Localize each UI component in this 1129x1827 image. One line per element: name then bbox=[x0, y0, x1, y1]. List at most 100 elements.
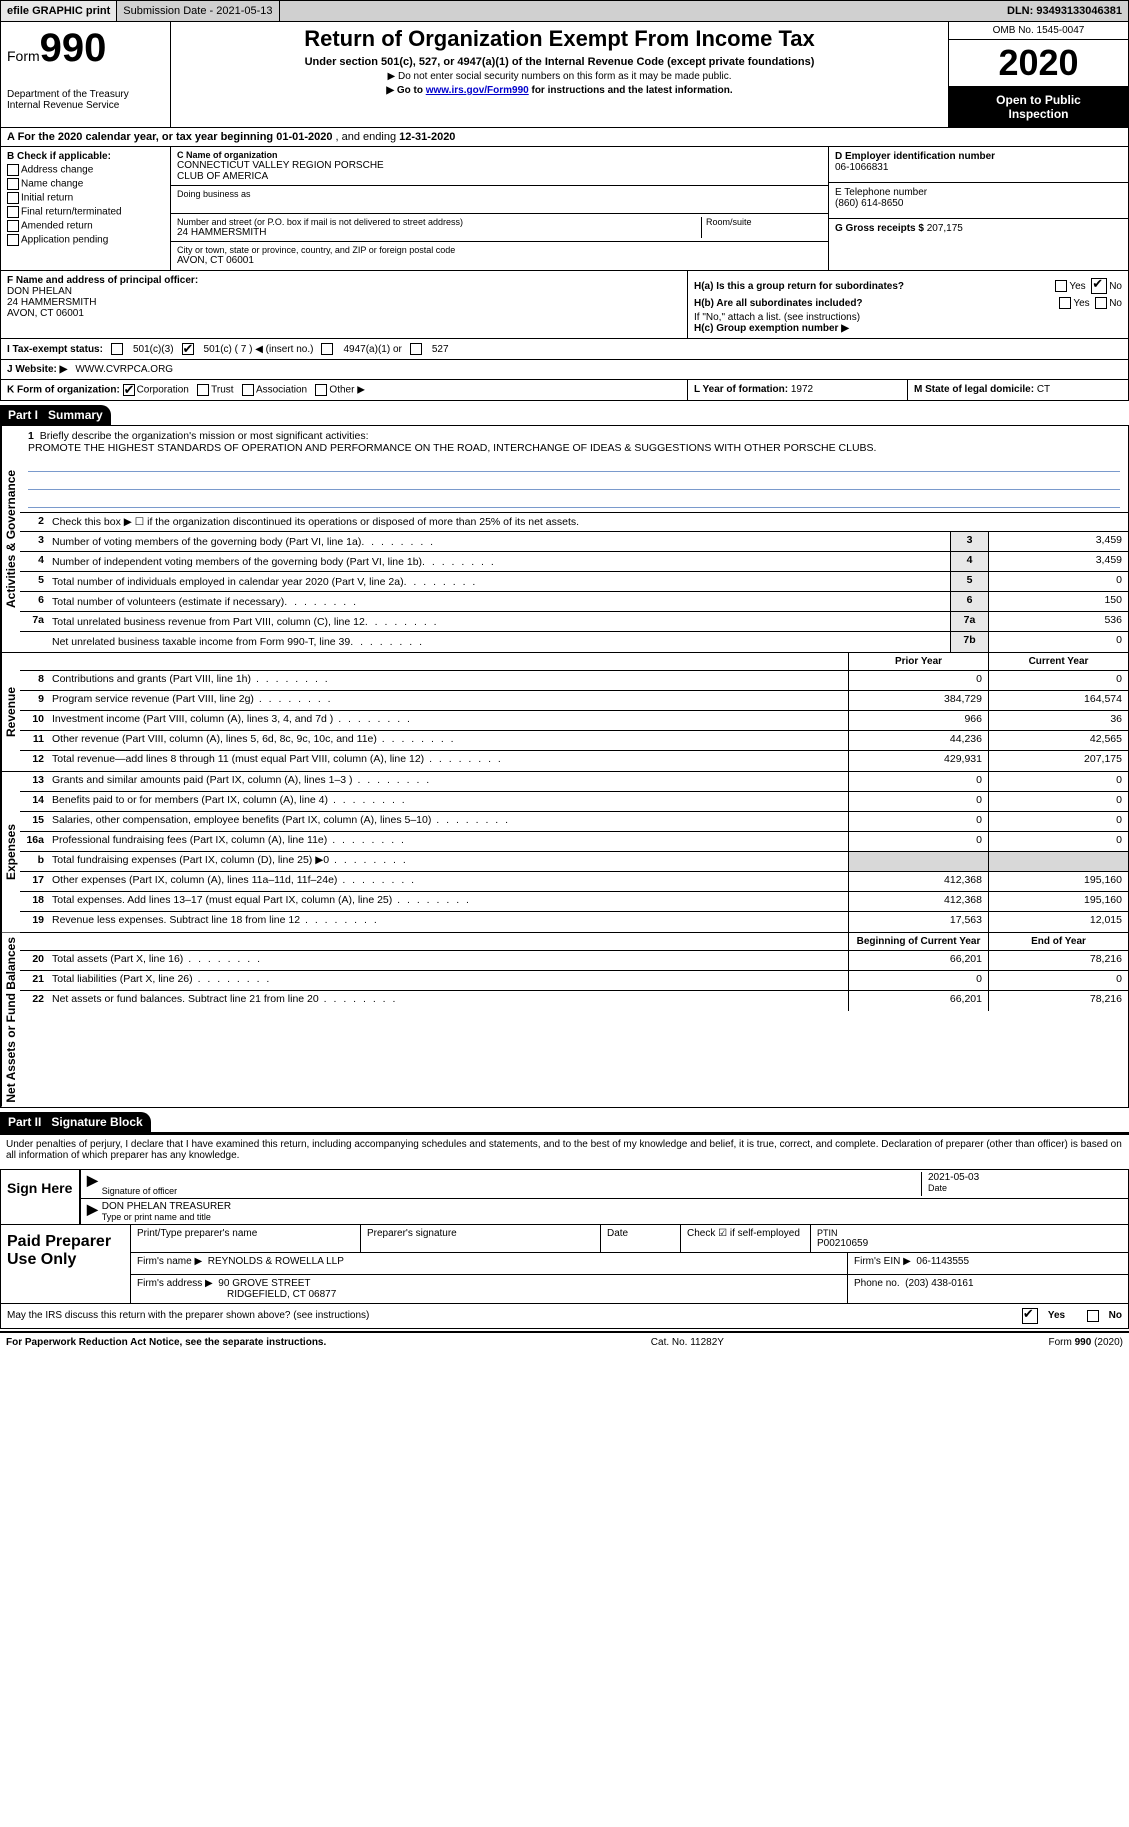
submission-date: Submission Date - 2021-05-13 bbox=[117, 1, 279, 21]
check-527[interactable] bbox=[410, 343, 422, 355]
type-name-label: Type or print name and title bbox=[102, 1212, 1122, 1222]
table-row: 11 Other revenue (Part VIII, column (A),… bbox=[20, 731, 1128, 751]
sign-here-block: Sign Here ▶ Signature of officer 2021-05… bbox=[0, 1169, 1129, 1225]
check-name-change[interactable]: Name change bbox=[7, 178, 164, 190]
check-other[interactable] bbox=[315, 384, 327, 396]
hc-label: H(c) Group exemption number ▶ bbox=[694, 323, 1122, 334]
check-501c[interactable] bbox=[182, 343, 194, 355]
check-501c3[interactable] bbox=[111, 343, 123, 355]
discuss-yes-check[interactable] bbox=[1022, 1308, 1038, 1324]
col-prior-year: Prior Year bbox=[848, 653, 988, 670]
hb-yes-check[interactable] bbox=[1059, 297, 1071, 309]
check-trust[interactable] bbox=[197, 384, 209, 396]
table-row: 13 Grants and similar amounts paid (Part… bbox=[20, 772, 1128, 792]
table-row: b Total fundraising expenses (Part IX, c… bbox=[20, 852, 1128, 872]
firm-ein-label: Firm's EIN ▶ bbox=[854, 1256, 911, 1267]
check-4947[interactable] bbox=[321, 343, 333, 355]
check-association[interactable] bbox=[242, 384, 254, 396]
box-g-label: G Gross receipts $ bbox=[835, 223, 924, 234]
omb-number: OMB No. 1545-0047 bbox=[949, 22, 1128, 40]
officer-street: 24 HAMMERSMITH bbox=[7, 297, 681, 308]
open-to-public: Open to PublicInspection bbox=[949, 87, 1128, 127]
phone-label: Phone no. bbox=[854, 1278, 900, 1289]
table-row: 21 Total liabilities (Part X, line 26) 0… bbox=[20, 971, 1128, 991]
check-initial-return[interactable]: Initial return bbox=[7, 192, 164, 204]
org-name-1: CONNECTICUT VALLEY REGION PORSCHE bbox=[177, 160, 822, 171]
table-row: 19 Revenue less expenses. Subtract line … bbox=[20, 912, 1128, 932]
hb-label: H(b) Are all subordinates included? bbox=[694, 298, 1059, 309]
table-row: 22 Net assets or fund balances. Subtract… bbox=[20, 991, 1128, 1011]
part-ii-header: Part II Signature Block bbox=[0, 1112, 151, 1132]
footer-right: Form 990 (2020) bbox=[1049, 1337, 1124, 1348]
table-row: 12 Total revenue—add lines 8 through 11 … bbox=[20, 751, 1128, 771]
net-assets-section: Net Assets or Fund Balances Beginning of… bbox=[0, 933, 1129, 1108]
table-row: 8 Contributions and grants (Part VIII, l… bbox=[20, 671, 1128, 691]
room-label: Room/suite bbox=[706, 217, 822, 227]
note-ssn: ▶ Do not enter social security numbers o… bbox=[179, 71, 940, 82]
ha-no-check[interactable] bbox=[1091, 278, 1107, 294]
table-row: 4 Number of independent voting members o… bbox=[20, 552, 1128, 572]
top-bar: efile GRAPHIC print Submission Date - 20… bbox=[0, 0, 1129, 22]
side-label-expenses: Expenses bbox=[1, 772, 20, 932]
sign-here-label: Sign Here bbox=[1, 1170, 81, 1224]
side-label-revenue: Revenue bbox=[1, 653, 20, 771]
sig-officer-label: Signature of officer bbox=[102, 1186, 921, 1196]
form-subtitle: Under section 501(c), 527, or 4947(a)(1)… bbox=[179, 56, 940, 68]
box-j-label: J Website: ▶ bbox=[7, 364, 67, 375]
table-row: 7a Total unrelated business revenue from… bbox=[20, 612, 1128, 632]
note-goto: ▶ Go to www.irs.gov/Form990 for instruct… bbox=[179, 85, 940, 96]
arrow-icon: ▶ bbox=[87, 1172, 98, 1196]
period-row: A For the 2020 calendar year, or tax yea… bbox=[0, 128, 1129, 147]
table-row: 3 Number of voting members of the govern… bbox=[20, 532, 1128, 552]
side-label-governance: Activities & Governance bbox=[1, 426, 20, 652]
discuss-no-check[interactable] bbox=[1087, 1310, 1099, 1322]
ha-yes-check[interactable] bbox=[1055, 280, 1067, 292]
form-number: Form990 bbox=[7, 26, 164, 71]
prep-h3: Date bbox=[601, 1225, 681, 1252]
hb-note: If "No," attach a list. (see instruction… bbox=[694, 312, 1122, 323]
table-row: 20 Total assets (Part X, line 16) 66,201… bbox=[20, 951, 1128, 971]
city-state-zip: AVON, CT 06001 bbox=[177, 255, 822, 266]
year-formation: 1972 bbox=[791, 384, 813, 395]
col-begin-year: Beginning of Current Year bbox=[848, 933, 988, 950]
table-row: 14 Benefits paid to or for members (Part… bbox=[20, 792, 1128, 812]
prep-self-employed: Check ☑ if self-employed bbox=[681, 1225, 811, 1252]
box-b-header: B Check if applicable: bbox=[7, 151, 164, 162]
sig-date-label: Date bbox=[928, 1183, 1122, 1193]
ein-value: 06-1066831 bbox=[835, 162, 1122, 173]
form-title: Return of Organization Exempt From Incom… bbox=[179, 26, 940, 52]
mission-prompt: Briefly describe the organization's miss… bbox=[40, 430, 369, 442]
page-footer: For Paperwork Reduction Act Notice, see … bbox=[0, 1331, 1129, 1352]
ptin-value: P00210659 bbox=[817, 1238, 1122, 1249]
dept-line-2: Internal Revenue Service bbox=[7, 100, 164, 111]
check-application-pending[interactable]: Application pending bbox=[7, 234, 164, 246]
addr-label: Number and street (or P.O. box if mail i… bbox=[177, 217, 697, 227]
efile-print-button[interactable]: efile GRAPHIC print bbox=[1, 1, 117, 21]
part-i-header: Part I Summary bbox=[0, 405, 111, 425]
discuss-row: May the IRS discuss this return with the… bbox=[0, 1304, 1129, 1329]
korg-lm-row: K Form of organization: Corporation Trus… bbox=[0, 380, 1129, 401]
sig-date-value: 2021-05-03 bbox=[928, 1172, 1122, 1183]
check-amended-return[interactable]: Amended return bbox=[7, 220, 164, 232]
box-i-label: I Tax-exempt status: bbox=[7, 344, 103, 355]
check-address-change[interactable]: Address change bbox=[7, 164, 164, 176]
line-2-text: Check this box ▶ ☐ if the organization d… bbox=[48, 513, 1128, 531]
hb-no-check[interactable] bbox=[1095, 297, 1107, 309]
box-d-label: D Employer identification number bbox=[835, 151, 1122, 162]
ha-label: H(a) Is this a group return for subordin… bbox=[694, 281, 1055, 292]
table-row: Net unrelated business taxable income fr… bbox=[20, 632, 1128, 652]
check-corporation[interactable] bbox=[123, 384, 135, 396]
dba-label: Doing business as bbox=[177, 189, 822, 199]
side-label-net-assets: Net Assets or Fund Balances bbox=[1, 933, 20, 1107]
paid-preparer-block: Paid Preparer Use Only Print/Type prepar… bbox=[0, 1225, 1129, 1304]
website-value: WWW.CVRPCA.ORG bbox=[75, 364, 173, 375]
firm-addr-2: RIDGEFIELD, CT 06877 bbox=[227, 1289, 336, 1300]
gross-receipts-value: 207,175 bbox=[927, 223, 963, 234]
check-final-return[interactable]: Final return/terminated bbox=[7, 206, 164, 218]
dln-label: DLN: 93493133046381 bbox=[1001, 1, 1128, 21]
tax-exempt-row: I Tax-exempt status: 501(c)(3) 501(c) ( … bbox=[0, 339, 1129, 360]
expenses-section: Expenses 13 Grants and similar amounts p… bbox=[0, 772, 1129, 933]
officer-city: AVON, CT 06001 bbox=[7, 308, 681, 319]
irs-link[interactable]: www.irs.gov/Form990 bbox=[426, 85, 529, 96]
officer-name-title: DON PHELAN TREASURER bbox=[102, 1201, 1122, 1212]
